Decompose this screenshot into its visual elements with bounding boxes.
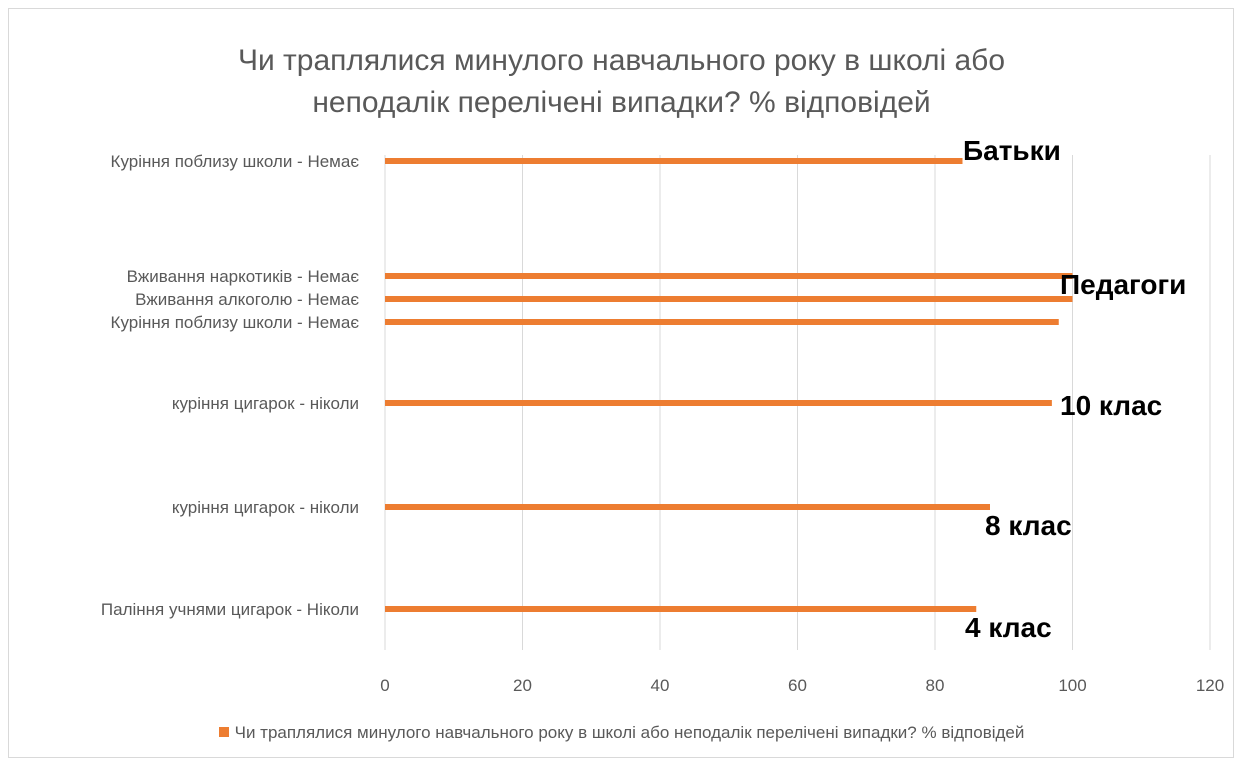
bar bbox=[385, 400, 1052, 406]
category-label: Куріння поблизу школи - Немає bbox=[111, 152, 360, 171]
group-annotation-label: 8 клас bbox=[985, 510, 1072, 541]
category-label: куріння цигарок - ніколи bbox=[172, 394, 359, 413]
bar bbox=[385, 319, 1059, 325]
x-tick-label: 60 bbox=[788, 676, 807, 695]
group-annotation-label: Батьки bbox=[963, 135, 1061, 166]
x-tick-label: 80 bbox=[926, 676, 945, 695]
chart-title-line-1: Чи траплялися минулого навчального року … bbox=[237, 44, 1006, 77]
bar bbox=[385, 606, 977, 612]
bar bbox=[385, 273, 1073, 279]
x-tick-label: 100 bbox=[1058, 676, 1086, 695]
chart-title-line-2: неподалік перелічені випадки? % відповід… bbox=[312, 86, 931, 119]
bar bbox=[385, 504, 990, 510]
legend-swatch bbox=[218, 727, 229, 737]
x-tick-label: 0 bbox=[380, 676, 389, 695]
group-annotation-label: 10 клас bbox=[1060, 390, 1162, 421]
x-tick-label: 20 bbox=[513, 676, 532, 695]
chart-frame bbox=[8, 8, 1234, 758]
group-annotation-label: 4 клас bbox=[965, 612, 1052, 643]
x-tick-label: 120 bbox=[1196, 676, 1224, 695]
category-label: Вживання наркотиків - Немає bbox=[127, 267, 360, 286]
bar bbox=[385, 158, 963, 164]
group-annotation-label: Педагоги bbox=[1060, 269, 1186, 300]
legend: Чи траплялися минулого навчального року … bbox=[0, 723, 1243, 743]
category-label: Куріння поблизу школи - Немає bbox=[111, 313, 360, 332]
category-label: Вживання алкоголю - Немає bbox=[135, 290, 359, 309]
category-label: Паління учнями цигарок - Ніколи bbox=[101, 600, 359, 619]
x-tick-label: 40 bbox=[651, 676, 670, 695]
bar bbox=[385, 296, 1073, 302]
category-label: куріння цигарок - ніколи bbox=[172, 498, 359, 517]
legend-label: Чи траплялися минулого навчального року … bbox=[234, 723, 1025, 742]
chart-title: Чи траплялися минулого навчального року … bbox=[0, 40, 1243, 124]
